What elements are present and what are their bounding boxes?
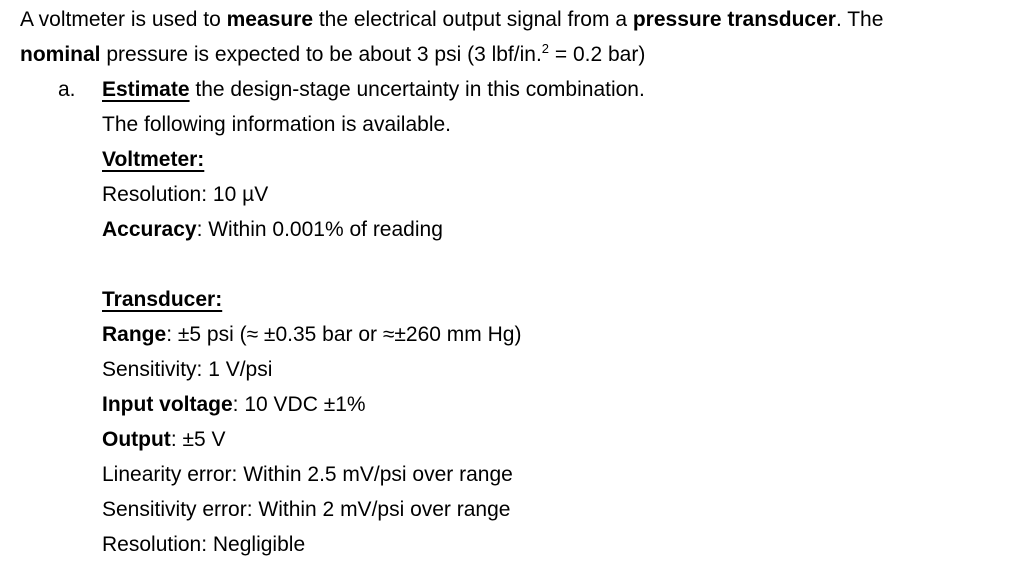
paragraph-text: . The	[835, 8, 884, 31]
emphasis-measure: measure	[226, 8, 313, 31]
transducer-sensitivity-text: Sensitivity: 1 V/psi	[102, 358, 273, 381]
list-item-a-marker: a.	[58, 78, 76, 101]
transducer-output-line: Output: ±5 V	[102, 422, 1014, 457]
paragraph-line-2: nominal pressure is expected to be about…	[20, 37, 1014, 72]
voltmeter-accuracy-line: Accuracy: Within 0.001% of reading	[102, 212, 1014, 247]
paragraph-text: A voltmeter is used to	[20, 8, 227, 31]
emphasis-nominal: nominal	[20, 43, 101, 66]
paragraph-text: = 0.2 bar)	[549, 43, 646, 66]
voltmeter-accuracy-value: : Within 0.001% of reading	[196, 218, 443, 241]
voltmeter-resolution-line: Resolution: 10 µV	[102, 177, 1014, 212]
transducer-output-value: : ±5 V	[170, 428, 226, 451]
emphasis-estimate: Estimate	[102, 78, 190, 101]
transducer-range-value: : ±5 psi (≈ ±0.35 bar or ≈±260 mm Hg)	[166, 323, 522, 346]
voltmeter-title-text: Voltmeter:	[102, 148, 205, 171]
transducer-range-label: Range	[102, 323, 167, 346]
transducer-sensitivity-error-text: Sensitivity error: Within 2 mV/psi over …	[102, 498, 511, 521]
transducer-section-title: Transducer:	[102, 282, 1014, 317]
paragraph-text: pressure is expected to be about 3 psi (…	[100, 43, 542, 66]
transducer-sensitivity-line: Sensitivity: 1 V/psi	[102, 352, 1014, 387]
list-item-a: a. Estimate the design-stage uncertainty …	[58, 72, 1014, 107]
list-item-a-heading: Estimate the design-stage uncertainty in…	[102, 72, 645, 107]
transducer-input-voltage-label: Input voltage	[102, 393, 233, 416]
voltmeter-section-title: Voltmeter:	[102, 142, 1014, 177]
transducer-input-voltage-line: Input voltage: 10 VDC ±1%	[102, 387, 1014, 422]
transducer-linearity-error-line: Linearity error: Within 2.5 mV/psi over …	[102, 457, 1014, 492]
heading-text: the design-stage uncertainty in this com…	[189, 78, 645, 101]
superscript-2: 2	[541, 41, 550, 56]
transducer-output-label: Output	[102, 428, 171, 451]
voltmeter-accuracy-label: Accuracy	[102, 218, 197, 241]
intro-line: The following information is available.	[102, 107, 1014, 142]
transducer-range-line: Range: ±5 psi (≈ ±0.35 bar or ≈±260 mm H…	[102, 317, 1014, 352]
transducer-linearity-error-text: Linearity error: Within 2.5 mV/psi over …	[102, 463, 513, 486]
paragraph-line-1: A voltmeter is used to measure the elect…	[20, 2, 1014, 37]
blank-line	[20, 247, 1014, 282]
transducer-sensitivity-error-line: Sensitivity error: Within 2 mV/psi over …	[102, 492, 1014, 527]
emphasis-pressure-transducer: pressure transducer	[632, 8, 836, 31]
voltmeter-resolution-text: Resolution: 10 µV	[102, 183, 269, 206]
transducer-resolution-line: Resolution: Negligible	[102, 527, 1014, 562]
intro-text: The following information is available.	[102, 113, 452, 136]
transducer-resolution-text: Resolution: Negligible	[102, 533, 306, 556]
transducer-title-text: Transducer:	[102, 288, 223, 311]
transducer-input-voltage-value: : 10 VDC ±1%	[232, 393, 366, 416]
paragraph-text: the electrical output signal from a	[313, 8, 633, 31]
